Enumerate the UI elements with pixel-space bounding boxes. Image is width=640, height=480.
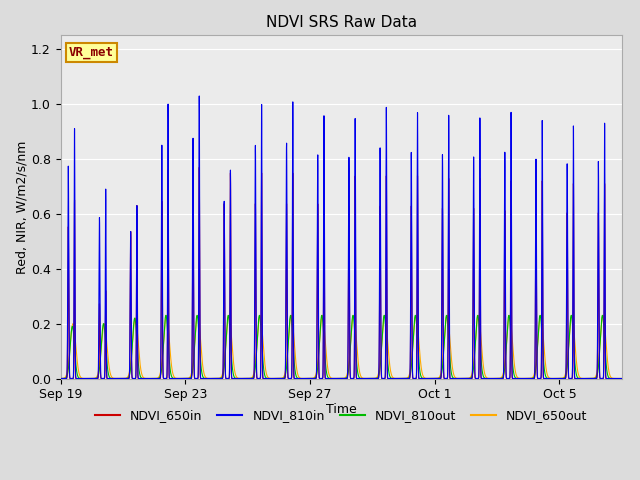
Legend: NDVI_650in, NDVI_810in, NDVI_810out, NDVI_650out: NDVI_650in, NDVI_810in, NDVI_810out, NDV…: [90, 404, 593, 427]
Text: VR_met: VR_met: [69, 46, 114, 59]
Title: NDVI SRS Raw Data: NDVI SRS Raw Data: [266, 15, 417, 30]
Y-axis label: Red, NIR, W/m2/s/nm: Red, NIR, W/m2/s/nm: [15, 140, 28, 274]
X-axis label: Time: Time: [326, 403, 356, 416]
